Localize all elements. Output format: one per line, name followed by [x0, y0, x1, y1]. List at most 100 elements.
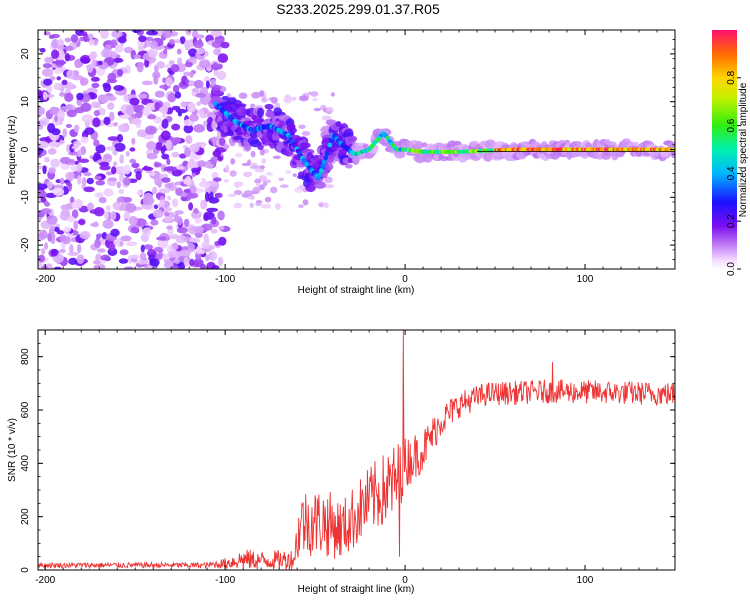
noise-blob — [205, 254, 210, 262]
scatter-blob — [224, 179, 229, 183]
noise-blob — [80, 31, 88, 37]
noise-blob — [77, 219, 86, 225]
noise-blob — [38, 260, 42, 269]
noise-blob — [151, 186, 158, 195]
noise-blob — [215, 38, 225, 43]
scatter-blob — [291, 96, 297, 101]
noise-blob — [42, 68, 54, 77]
noise-blob — [50, 225, 56, 231]
noise-blob — [191, 172, 196, 177]
noise-blob — [78, 158, 90, 163]
noise-blob — [89, 209, 102, 215]
noise-blob — [103, 83, 112, 93]
snr-x-label: Height of straight line (km) — [298, 584, 415, 595]
noise-blob — [68, 151, 79, 156]
noise-blob — [172, 84, 180, 93]
noise-blob — [211, 120, 217, 130]
noise-blob — [47, 233, 53, 242]
colorbar-gradient — [712, 30, 737, 269]
scatter-blob — [285, 170, 292, 175]
noise-blob — [38, 141, 49, 149]
noise-blob — [59, 92, 66, 97]
noise-blob — [103, 116, 111, 126]
noise-blob — [100, 30, 109, 39]
track-core — [324, 150, 330, 157]
scatter-blob — [318, 202, 324, 208]
noise-blob — [104, 211, 109, 220]
colorbar-tick-label: 0.0 — [726, 262, 737, 276]
noise-blob — [64, 53, 71, 62]
noise-blob — [184, 39, 191, 50]
track-halo — [585, 142, 592, 148]
noise-blob — [39, 117, 50, 127]
noise-blob — [125, 151, 130, 157]
noise-blob — [174, 91, 182, 99]
noise-blob — [46, 181, 53, 190]
noise-blob — [204, 191, 210, 202]
noise-blob — [73, 220, 79, 231]
noise-blob — [56, 76, 62, 81]
noise-blob — [171, 123, 181, 131]
noise-blob — [171, 264, 179, 269]
noise-blob — [50, 248, 58, 257]
noise-blob — [66, 144, 71, 153]
noise-blob — [66, 182, 72, 187]
noise-blob — [183, 256, 190, 267]
noise-blob — [64, 37, 72, 43]
noise-blob — [210, 78, 216, 87]
noise-blob — [179, 249, 191, 257]
track-halo — [356, 154, 366, 160]
scatter-blob — [330, 92, 336, 97]
noise-blob — [51, 49, 60, 60]
noise-blob — [189, 143, 200, 153]
noise-blob — [44, 156, 50, 163]
noise-blob — [79, 231, 91, 240]
noise-blob — [188, 202, 194, 211]
noise-blob — [60, 204, 72, 211]
scatter-blob — [313, 107, 322, 112]
noise-blob — [93, 109, 100, 117]
scatter-blob — [230, 158, 236, 165]
track-halo — [325, 119, 337, 126]
noise-blob — [50, 142, 60, 147]
noise-blob — [59, 248, 66, 254]
track-halo — [264, 103, 274, 110]
y-tick-label: 0 — [20, 567, 31, 573]
noise-blob — [91, 101, 100, 109]
noise-blob — [193, 123, 206, 133]
noise-blob — [54, 69, 62, 74]
track-halo — [570, 141, 583, 147]
noise-blob — [86, 177, 94, 185]
noise-blob — [123, 46, 134, 54]
noise-blob — [95, 144, 106, 154]
noise-blob — [201, 241, 210, 249]
noise-blob — [135, 218, 147, 227]
noise-blob — [211, 216, 217, 225]
noise-blob — [54, 60, 67, 66]
track-halo — [286, 122, 296, 132]
noise-blob — [141, 80, 153, 86]
colorbar-tick-label: 0.4 — [726, 166, 737, 180]
noise-blob — [42, 63, 53, 69]
noise-blob — [116, 181, 121, 189]
noise-blob — [107, 136, 119, 141]
track-halo — [324, 162, 334, 171]
noise-blob — [211, 171, 219, 180]
noise-blob — [88, 33, 94, 39]
scatter-blob — [250, 164, 261, 169]
noise-blob — [131, 162, 140, 169]
noise-blob — [59, 177, 65, 185]
y-tick-label: -10 — [20, 190, 31, 205]
noise-blob — [99, 165, 111, 171]
noise-blob — [81, 177, 87, 186]
noise-blob — [107, 177, 118, 182]
scatter-blob — [258, 184, 265, 191]
noise-blob — [84, 127, 95, 135]
scatter-blob — [250, 150, 256, 158]
colorbar-tick-label: 0.6 — [726, 118, 737, 132]
noise-blob — [80, 57, 91, 64]
noise-blob — [220, 41, 230, 49]
noise-blob — [47, 148, 57, 155]
noise-blob — [161, 153, 170, 160]
